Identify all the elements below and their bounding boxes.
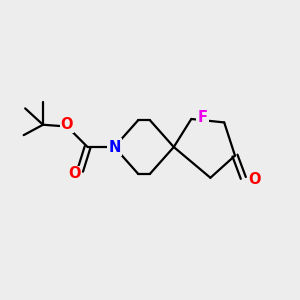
Text: O: O	[248, 172, 260, 187]
Text: O: O	[69, 166, 81, 181]
Text: N: N	[108, 140, 121, 154]
Text: F: F	[198, 110, 208, 125]
Text: O: O	[61, 117, 73, 132]
